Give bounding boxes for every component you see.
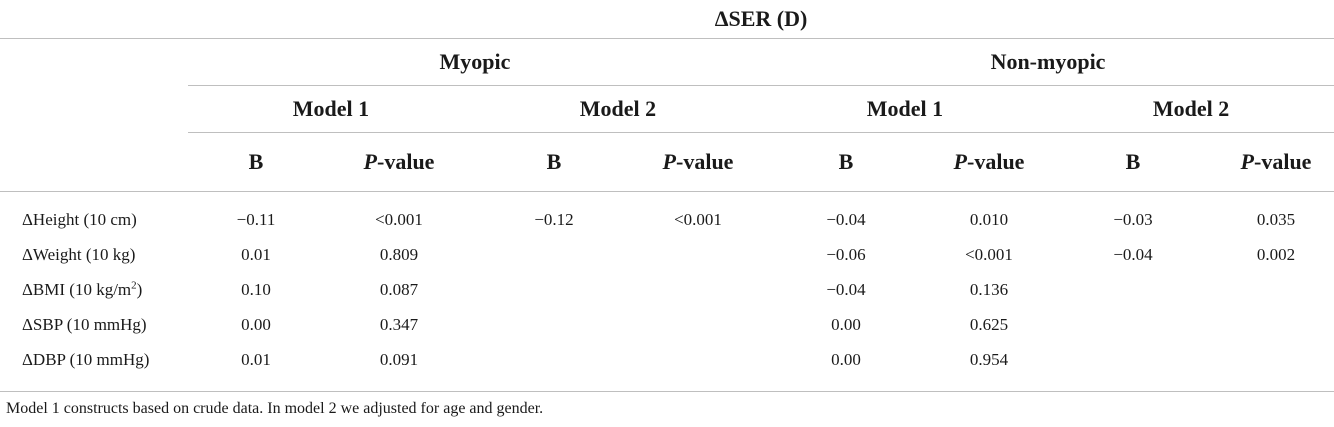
table-row: ΔWeight (10 kg) 0.01 0.809 −0.06 <0.001 … [0, 237, 1334, 272]
cell-value [634, 272, 762, 307]
cell-value: −0.12 [534, 209, 574, 229]
cell-value: <0.001 [674, 209, 722, 229]
cell-value: 0.00 [762, 342, 930, 392]
cell-value [474, 272, 634, 307]
cell-value: 0.625 [969, 314, 1009, 334]
outcome-header: ΔSER (D) [714, 6, 808, 31]
row-label: ΔHeight (10 cm) [22, 209, 137, 229]
cell-value [1048, 342, 1218, 392]
cell-value: −0.04 [826, 279, 866, 299]
cell-value: 0.01 [188, 342, 324, 392]
stat-header-b: B [188, 132, 324, 192]
stat-header-p-value: P-value [1218, 132, 1334, 192]
cell-value: 0.809 [379, 244, 419, 264]
row-label: ΔDBP (10 mmHg) [0, 342, 188, 392]
stat-header-b: B [1048, 132, 1218, 192]
cell-value: 0.01 [241, 244, 271, 264]
cell-value [1048, 307, 1218, 342]
cell-value: 0.10 [241, 279, 271, 299]
table-footnote: Model 1 constructs based on crude data. … [6, 400, 544, 417]
cell-value: 0.954 [930, 342, 1048, 392]
cell-value: 0.002 [1256, 244, 1296, 264]
table-row: ΔBMI (10 kg/m2) 0.10 0.087 −0.04 0.136 [0, 272, 1334, 307]
header-empty-cell [0, 86, 188, 133]
cell-value: 0.087 [379, 279, 419, 299]
model-header-myopic-2: Model 2 [474, 85, 762, 133]
cell-value: −0.03 [1113, 209, 1153, 229]
cell-value [474, 237, 634, 272]
cell-value [634, 237, 762, 272]
table-row: ΔDBP (10 mmHg) 0.01 0.091 0.00 0.954 [0, 342, 1334, 392]
cell-value: −0.06 [826, 244, 866, 264]
stat-header-p-value: P-value [634, 132, 762, 192]
header-empty-cell [0, 38, 188, 86]
cell-value: 0.00 [831, 314, 861, 334]
cell-value: 0.136 [969, 279, 1009, 299]
cell-value: 0.347 [379, 314, 419, 334]
stat-header-b: B [762, 132, 930, 192]
row-label: ΔWeight (10 kg) [22, 244, 136, 264]
stat-header-p-value: P-value [324, 132, 474, 192]
group-header-non-myopic: Non-myopic [762, 38, 1334, 86]
cell-value: <0.001 [375, 209, 423, 229]
model-header-non-myopic-1: Model 1 [762, 85, 1048, 133]
cell-value: 0.035 [1256, 209, 1296, 229]
table-row: ΔSBP (10 mmHg) 0.00 0.347 0.00 0.625 [0, 307, 1334, 342]
cell-value: −0.11 [236, 209, 276, 229]
cell-value [1218, 307, 1334, 342]
cell-value: 0.010 [969, 209, 1009, 229]
header-empty-cell [0, 0, 188, 39]
header-empty-cell [0, 132, 188, 192]
cell-value: −0.04 [826, 209, 866, 229]
cell-value: −0.04 [1113, 244, 1153, 264]
cell-value: 0.00 [241, 314, 271, 334]
cell-value [634, 342, 762, 392]
cell-value [474, 307, 634, 342]
model-header-non-myopic-2: Model 2 [1048, 85, 1334, 133]
cell-value [1048, 272, 1218, 307]
table-row: ΔHeight (10 cm) −0.11 <0.001 −0.12 <0.00… [0, 192, 1334, 238]
row-label: ΔBMI (10 kg/m2) [22, 278, 143, 299]
group-header-myopic: Myopic [188, 38, 762, 86]
results-table-wrapper: ΔSER (D) Myopic Non-myopic Model 1 Model… [0, 0, 1334, 392]
cell-value: <0.001 [965, 244, 1013, 264]
cell-value [474, 342, 634, 392]
cell-value [1218, 342, 1334, 392]
stat-header-b: B [474, 132, 634, 192]
cell-value: 0.091 [324, 342, 474, 392]
results-table: ΔSER (D) Myopic Non-myopic Model 1 Model… [0, 0, 1334, 392]
stat-header-p-value: P-value [930, 132, 1048, 192]
model-header-myopic-1: Model 1 [188, 85, 474, 133]
row-label: ΔSBP (10 mmHg) [22, 314, 147, 334]
cell-value [634, 307, 762, 342]
cell-value [1218, 272, 1334, 307]
